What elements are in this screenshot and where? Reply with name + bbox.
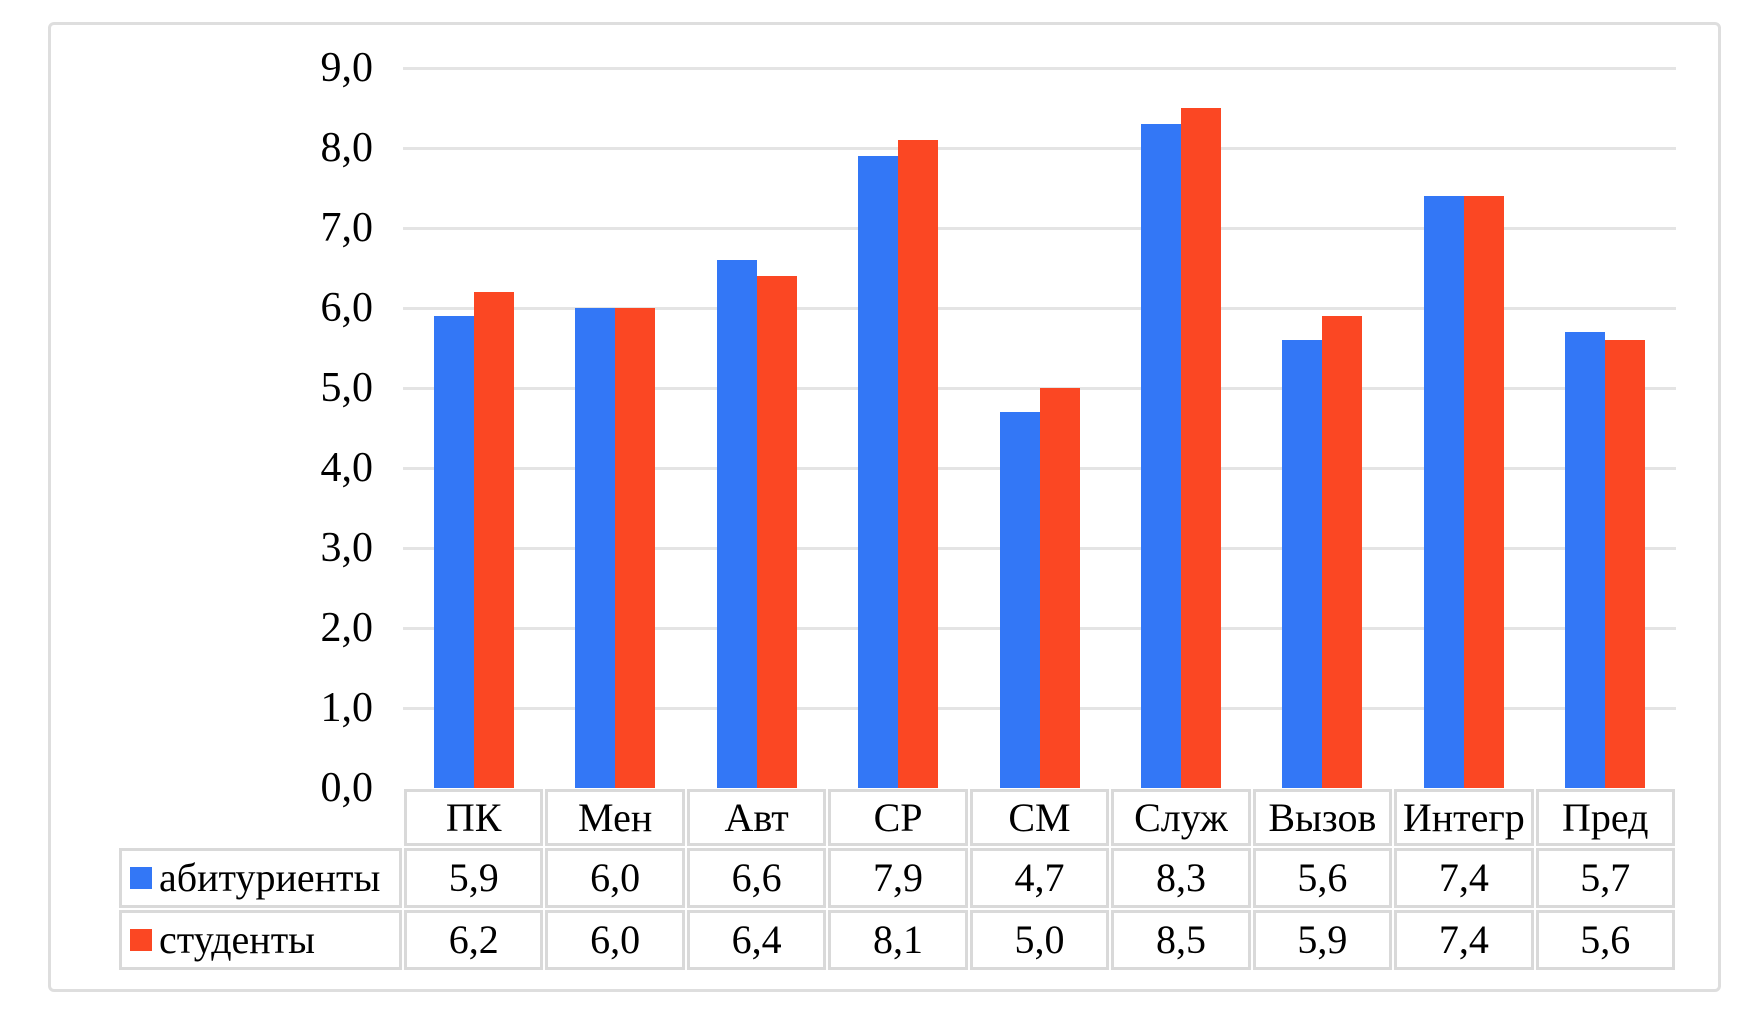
bar-series1-cat9 xyxy=(1565,332,1606,788)
category-header-cell: СМ xyxy=(969,789,1110,846)
gridline xyxy=(403,307,1676,310)
bar-series2-cat1 xyxy=(473,292,514,788)
y-axis-tick-label: 5,0 xyxy=(320,365,374,411)
bar-series1-cat3 xyxy=(716,260,757,788)
value-cell: 7,4 xyxy=(1394,848,1534,908)
y-axis-tick-label: 3,0 xyxy=(320,525,374,571)
category-header-cell: Вызов xyxy=(1252,789,1393,846)
value-cell: 8,5 xyxy=(1111,910,1251,970)
value-cell: 7,9 xyxy=(828,848,968,908)
bar-series1-cat6 xyxy=(1140,124,1181,788)
value-cell: 5,6 xyxy=(1252,848,1393,908)
bar-series2-cat2 xyxy=(615,308,656,788)
legend-cell-series1: абитуриенты xyxy=(119,848,402,908)
category-header-cell: Мен xyxy=(545,789,685,846)
y-axis-tick-label: 4,0 xyxy=(320,445,374,491)
value-cell: 5,0 xyxy=(969,910,1110,970)
bar-series2-cat4 xyxy=(898,140,939,788)
bar-series1-cat5 xyxy=(999,412,1040,788)
bar-series1-cat2 xyxy=(575,308,616,788)
value-cell: 6,4 xyxy=(686,910,827,970)
value-cell: 6,2 xyxy=(404,910,544,970)
gridline xyxy=(403,227,1676,230)
category-header-cell: Пред xyxy=(1535,789,1675,846)
category-header-cell: ПК xyxy=(404,789,544,846)
bar-series1-cat7 xyxy=(1282,340,1323,788)
value-cell: 8,1 xyxy=(828,910,968,970)
bar-series2-cat3 xyxy=(756,276,797,788)
y-axis-tick-label: 0,0 xyxy=(320,765,374,811)
legend-swatch-icon xyxy=(130,929,152,951)
bar-series2-cat9 xyxy=(1605,340,1646,788)
legend-cell-series2: студенты xyxy=(119,910,402,970)
y-axis-tick-label: 7,0 xyxy=(320,205,374,251)
y-axis-tick-label: 1,0 xyxy=(320,685,374,731)
series-name-label: абитуриенты xyxy=(159,855,381,900)
y-axis-tick-label: 8,0 xyxy=(320,125,374,171)
value-cell: 7,4 xyxy=(1394,910,1534,970)
value-cell: 6,0 xyxy=(545,848,685,908)
bar-series2-cat6 xyxy=(1180,108,1221,788)
gridline xyxy=(403,147,1676,150)
y-axis-tick-label: 6,0 xyxy=(320,285,374,331)
value-cell: 5,6 xyxy=(1535,910,1675,970)
value-cell: 5,7 xyxy=(1535,848,1675,908)
value-cell: 5,9 xyxy=(404,848,544,908)
value-cell: 8,3 xyxy=(1111,848,1251,908)
value-cell: 6,0 xyxy=(545,910,685,970)
value-cell: 4,7 xyxy=(969,848,1110,908)
bar-series2-cat8 xyxy=(1463,196,1504,788)
category-header-cell: СР xyxy=(828,789,968,846)
bar-series1-cat1 xyxy=(433,316,474,788)
category-header-cell: Интегр xyxy=(1394,789,1534,846)
value-cell: 6,6 xyxy=(686,848,827,908)
category-header-cell: Служ xyxy=(1111,789,1251,846)
legend-swatch-icon xyxy=(130,867,152,889)
value-cell: 5,9 xyxy=(1252,910,1393,970)
bar-series1-cat8 xyxy=(1423,196,1464,788)
bar-series1-cat4 xyxy=(858,156,899,788)
y-axis-tick-label: 2,0 xyxy=(320,605,374,651)
bar-series2-cat5 xyxy=(1039,388,1080,788)
y-axis-tick-label: 9,0 xyxy=(320,45,374,91)
bar-series2-cat7 xyxy=(1322,316,1363,788)
gridline xyxy=(403,67,1676,70)
series-name-label: студенты xyxy=(159,917,316,962)
category-header-cell: Авт xyxy=(686,789,827,846)
